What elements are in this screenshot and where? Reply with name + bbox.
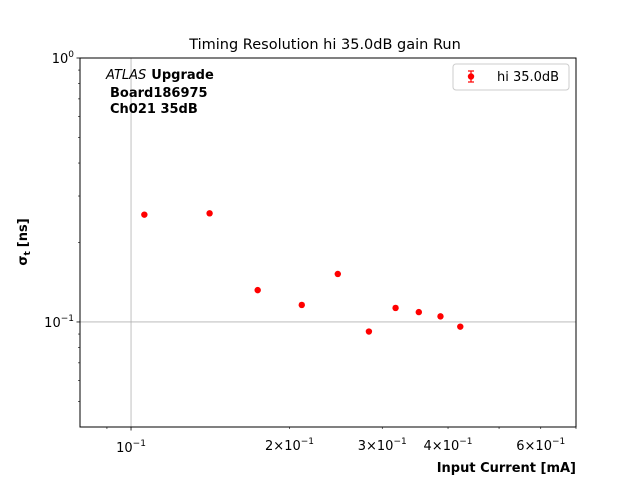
data-point bbox=[298, 301, 305, 309]
channel-label: Ch021 35dB bbox=[110, 102, 198, 117]
y-tick-label: 10−1 bbox=[44, 314, 74, 331]
y-axis-label-unit: [ns] bbox=[16, 218, 31, 247]
upgrade-label: Upgrade bbox=[151, 68, 214, 83]
y-axis-label-symbol: σ bbox=[16, 256, 31, 266]
data-point bbox=[206, 210, 213, 217]
data-point bbox=[437, 313, 444, 320]
data-point bbox=[334, 270, 341, 278]
data-point bbox=[365, 328, 373, 335]
data-point bbox=[141, 211, 148, 218]
x-tick-label: 4×10−1 bbox=[424, 437, 473, 454]
data-point bbox=[254, 286, 261, 294]
axis-tick-labels: 10−1 2×10−1 3×10−1 4×10−1 6×10−1 10−1 100 bbox=[44, 50, 565, 456]
svg-text:σt[ns]: σt [ns] bbox=[16, 218, 33, 265]
grid-lines bbox=[80, 58, 576, 427]
x-tick-label: 10−1 bbox=[116, 439, 146, 456]
x-tick-label: 6×10−1 bbox=[516, 437, 565, 454]
legend: hi 35.0dB bbox=[452, 63, 570, 91]
legend-marker bbox=[467, 73, 475, 80]
board-label: Board186975 bbox=[110, 86, 208, 101]
data-point bbox=[392, 304, 399, 312]
atlas-annotation: ATLAS Upgrade Board186975 Ch021 35dB bbox=[105, 68, 214, 117]
atlas-label: ATLAS bbox=[105, 68, 146, 83]
data-point bbox=[415, 308, 423, 316]
x-tick-label: 3×10−1 bbox=[358, 437, 407, 454]
y-axis-label-subscript: t bbox=[23, 251, 33, 256]
y-tick-label: 100 bbox=[52, 50, 75, 67]
axis-ticks bbox=[76, 57, 577, 431]
y-axis-label: σt [ns] bbox=[16, 218, 33, 265]
legend-label: hi 35.0dB bbox=[497, 70, 559, 85]
x-tick-label: 2×10−1 bbox=[265, 437, 314, 454]
data-point bbox=[457, 323, 464, 330]
chart-title: Timing Resolution hi 35.0dB gain Run bbox=[188, 37, 461, 53]
data-points bbox=[141, 210, 464, 335]
x-axis-label: Input Current [mA] bbox=[437, 461, 576, 476]
legend-box bbox=[452, 63, 570, 91]
